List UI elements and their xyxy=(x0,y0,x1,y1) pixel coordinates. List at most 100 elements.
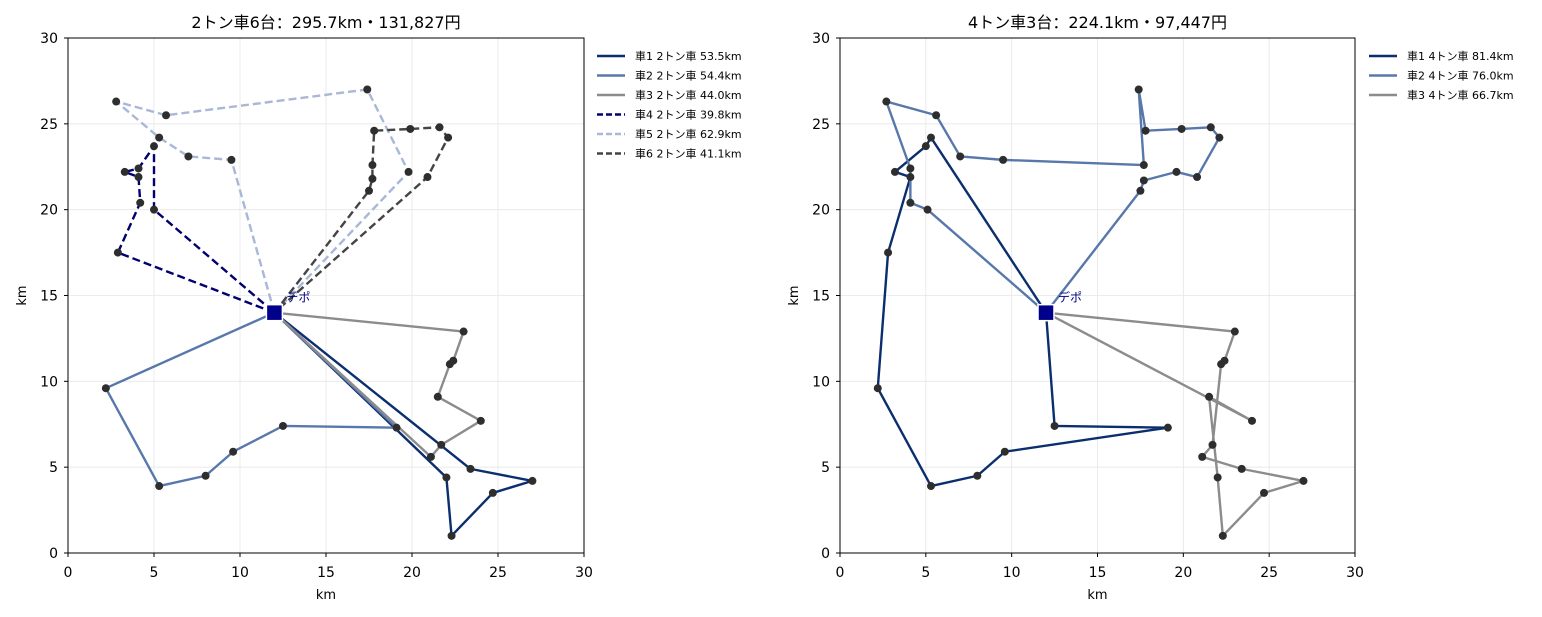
y-tick-label: 10 xyxy=(40,374,58,390)
route-line-vehicle-3 xyxy=(273,311,482,459)
customer-point xyxy=(1050,421,1059,430)
legend-label-vehicle-3: 車3 4トン車 66.7km xyxy=(1407,88,1514,102)
customer-point xyxy=(1000,447,1009,456)
y-tick-label: 0 xyxy=(49,546,58,562)
y-axis-label: km xyxy=(787,285,802,305)
customer-point xyxy=(447,531,456,540)
customer-point xyxy=(1206,123,1215,132)
depot-label: デポ xyxy=(286,290,310,305)
customer-point xyxy=(926,482,935,491)
customer-point xyxy=(1193,173,1202,182)
customer-point xyxy=(528,476,537,485)
customer-point xyxy=(488,488,497,497)
customer-point xyxy=(1217,360,1226,369)
x-tick-label: 5 xyxy=(921,565,930,581)
depot-marker xyxy=(1037,303,1055,322)
customer-point xyxy=(1134,85,1143,94)
x-tick-label: 10 xyxy=(1003,565,1021,581)
route-line-vehicle-2 xyxy=(104,311,398,488)
customer-point xyxy=(1260,488,1269,497)
legend-label-vehicle-2: 車2 4トン車 76.0km xyxy=(1407,69,1514,83)
customer-point xyxy=(444,133,453,142)
legend-label-vehicle-3: 車3 2トン車 44.0km xyxy=(635,88,742,102)
customer-point xyxy=(120,167,129,176)
customer-point xyxy=(368,161,377,170)
customer-point xyxy=(999,155,1008,164)
customer-point xyxy=(162,111,171,120)
customer-point xyxy=(956,152,965,161)
customer-point xyxy=(1205,392,1214,401)
customer-point xyxy=(365,186,373,195)
x-tick-label: 0 xyxy=(64,565,73,581)
customer-point xyxy=(923,205,932,214)
customer-point xyxy=(476,416,485,425)
customer-point xyxy=(426,452,435,461)
customer-point xyxy=(184,152,193,161)
x-tick-label: 0 xyxy=(836,565,845,581)
x-axis-label: km xyxy=(316,588,336,603)
customer-point xyxy=(363,85,372,94)
customer-point xyxy=(890,167,899,176)
y-tick-label: 30 xyxy=(40,31,58,47)
customer-point xyxy=(445,360,454,369)
customer-point xyxy=(229,447,238,456)
legend-label-vehicle-2: 車2 2トン車 54.4km xyxy=(635,69,742,83)
customer-point xyxy=(906,198,915,207)
customer-point xyxy=(392,423,401,432)
x-tick-label: 15 xyxy=(317,565,335,581)
customer-point xyxy=(404,167,413,176)
y-tick-label: 0 xyxy=(821,546,830,562)
customer-point xyxy=(134,173,143,182)
customer-point xyxy=(1136,186,1145,195)
route-line-vehicle-2 xyxy=(885,88,1221,314)
customer-point xyxy=(884,248,893,257)
y-tick-label: 20 xyxy=(40,203,58,219)
x-axis-label: km xyxy=(1087,588,1107,603)
customer-point xyxy=(921,142,930,151)
route-line-vehicle-1 xyxy=(273,311,534,538)
customer-point xyxy=(1299,476,1308,485)
x-tick-label: 20 xyxy=(1174,565,1192,581)
customer-point xyxy=(155,133,164,142)
customer-point xyxy=(1218,531,1227,540)
x-tick-label: 5 xyxy=(150,565,159,581)
customer-point xyxy=(1198,452,1207,461)
legend: 車1 4トン車 81.4km 車2 4トン車 76.0km 車3 4トン車 66.7… xyxy=(1369,49,1514,102)
customer-point xyxy=(1141,126,1150,135)
customer-point xyxy=(973,471,982,480)
customer-point xyxy=(906,173,915,182)
customer-point xyxy=(136,198,145,207)
customer-point xyxy=(873,384,882,393)
customer-point xyxy=(134,164,143,173)
depot-label: デポ xyxy=(1058,290,1082,305)
x-tick-label: 20 xyxy=(403,565,421,581)
x-tick-label: 25 xyxy=(489,565,507,581)
customer-point xyxy=(926,133,935,142)
customer-point xyxy=(1172,167,1181,176)
customer-point xyxy=(1215,133,1224,142)
customer-point xyxy=(1237,464,1246,473)
x-tick-label: 15 xyxy=(1089,565,1107,581)
chart-panel-2: デポ 0 5 10 15 20 25 30 0 5 10 15 20 25 30 km km 4トン車3台：224… xyxy=(787,13,1514,603)
customer-point xyxy=(437,440,446,449)
customer-points xyxy=(873,85,1308,540)
customer-point xyxy=(442,473,451,482)
y-tick-label: 5 xyxy=(49,460,58,476)
route-line-vehicle-6 xyxy=(273,126,450,314)
legend-label-vehicle-1: 車1 2トン車 53.5km xyxy=(635,49,742,63)
customer-point xyxy=(1230,327,1239,336)
customer-point xyxy=(435,123,444,132)
customer-point xyxy=(1139,176,1148,185)
customer-point xyxy=(1139,161,1148,170)
y-tick-label: 25 xyxy=(40,117,58,133)
customer-point xyxy=(932,111,941,120)
route-line-vehicle-4 xyxy=(116,144,276,314)
customer-point xyxy=(227,155,236,164)
customer-point xyxy=(906,164,915,173)
route-line-vehicle-3 xyxy=(1045,311,1305,538)
customer-point xyxy=(1208,440,1217,449)
chart-title: 4トン車3台：224.1km・97,447円 xyxy=(968,13,1227,32)
legend-label-vehicle-5: 車5 2トン車 62.9km xyxy=(635,127,742,141)
y-tick-label: 5 xyxy=(821,460,830,476)
